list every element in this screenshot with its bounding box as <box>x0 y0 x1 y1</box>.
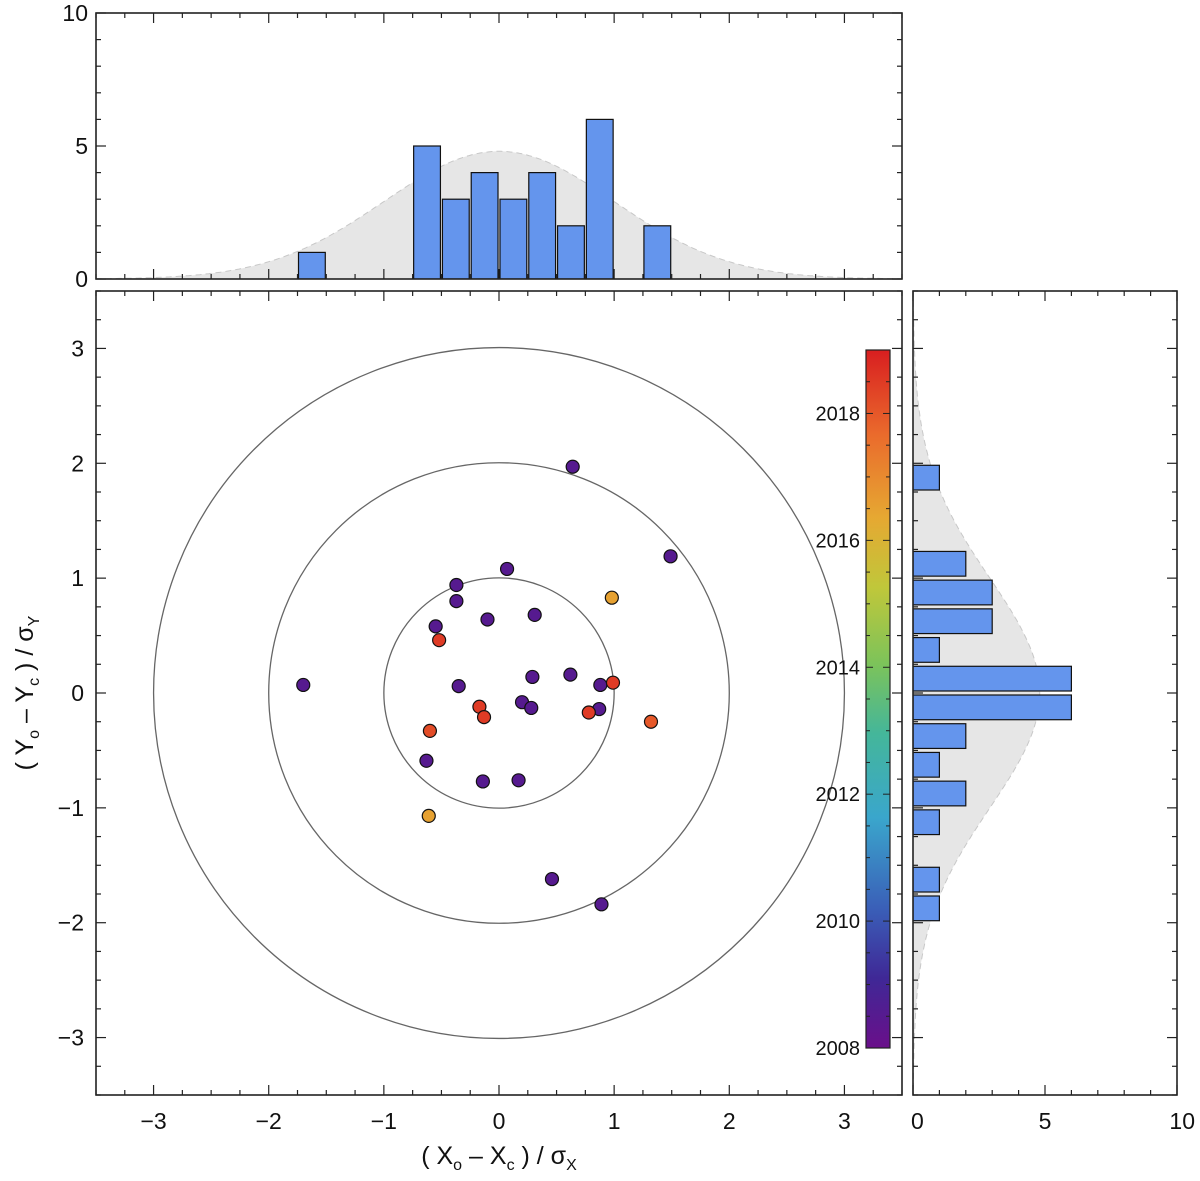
scatter-point <box>663 549 678 564</box>
scatter-point <box>544 871 560 887</box>
y-tick-label: 3 <box>71 335 84 361</box>
top-gaussian-curve <box>96 150 902 279</box>
top-y-tick-label: 10 <box>62 0 88 26</box>
scatter-point <box>565 459 580 474</box>
scatter-point <box>643 714 659 729</box>
scatter-point <box>563 667 578 682</box>
top-y-tick-label: 0 <box>75 266 88 292</box>
x-tick-label: 2 <box>723 1108 736 1134</box>
scatter-point <box>480 612 495 627</box>
colorbar-tick-label: 2016 <box>816 530 861 552</box>
x-tick-label: 1 <box>608 1108 621 1134</box>
right-histogram-bar <box>913 579 993 606</box>
right-histogram-bar <box>913 665 1072 692</box>
y-tick-label: −2 <box>58 910 84 936</box>
scatter-point <box>422 723 438 739</box>
sigma-circle-2 <box>268 462 730 924</box>
x-tick-label: 3 <box>838 1108 851 1134</box>
scatter-point <box>605 675 621 690</box>
scatter-point <box>511 773 526 788</box>
scatter-point <box>451 679 466 694</box>
y-tick-label: 1 <box>71 565 84 591</box>
x-axis-title: ( Xo – Xc ) / σX <box>421 1142 577 1174</box>
scatter-point <box>499 561 515 577</box>
top-histogram-bar <box>441 198 470 279</box>
y-axis-title: ( Yo – Yc ) / σY <box>11 615 43 770</box>
scatter-point <box>593 677 608 693</box>
top-histogram-bar <box>585 118 614 279</box>
right-histogram-bar <box>913 751 940 778</box>
main-scatter-panel: −3 −2 −1 0 1 2 3 −3 −2 −1 0 1 2 3 <box>58 290 903 1134</box>
right-histogram-bars <box>913 464 1072 922</box>
right-histogram-frame <box>912 290 1178 1096</box>
colorbar-ticks: 2008 2010 2012 2014 2016 2018 <box>816 349 890 1060</box>
scatter-point <box>419 753 434 768</box>
x-tick-label: −3 <box>140 1108 166 1134</box>
sigma-circles <box>152 346 846 1040</box>
scatter-point <box>604 590 619 605</box>
top-y-tick-label: 5 <box>75 133 88 159</box>
sigma-circle-3 <box>152 346 846 1040</box>
scatter-point <box>428 619 443 634</box>
main-ticks: −3 −2 −1 0 1 2 3 −3 −2 −1 0 1 2 3 <box>58 290 903 1134</box>
colorbar-tick-label: 2012 <box>816 784 861 806</box>
scatter-point <box>449 594 464 609</box>
scatter-point <box>581 705 596 720</box>
x-tick-label: 0 <box>493 1108 506 1134</box>
main-frame <box>95 290 903 1096</box>
x-tick-label: −1 <box>371 1108 397 1134</box>
right-gaussian-curve <box>913 291 1041 1095</box>
scatter-points <box>296 459 678 912</box>
right-histogram-bar <box>913 636 940 663</box>
colorbar-tick-label: 2014 <box>816 657 861 679</box>
colorbar-tick-label: 2010 <box>816 911 861 933</box>
right-histogram-bar <box>913 723 967 750</box>
right-histogram-bar <box>913 464 940 491</box>
y-tick-label: 0 <box>71 680 84 706</box>
top-histogram-bar <box>556 225 585 279</box>
right-histogram-bar <box>913 866 940 893</box>
colorbar-tick-label: 2008 <box>816 1038 861 1060</box>
right-histogram-bar <box>913 608 993 635</box>
right-histogram-bar <box>913 895 940 922</box>
scatter-point <box>296 677 311 693</box>
right-histogram-bar <box>913 780 967 807</box>
scatter-point <box>432 633 447 648</box>
x-tick-label: −2 <box>256 1108 282 1134</box>
right-histogram-bar <box>913 550 967 577</box>
scatter-point <box>524 700 539 716</box>
top-histogram-frame <box>95 12 903 280</box>
top-histogram-bar <box>413 145 442 279</box>
top-histogram-bar <box>643 225 672 279</box>
top-histogram-bar <box>297 251 326 279</box>
scatter-point <box>476 710 492 725</box>
scatter-point <box>594 897 609 912</box>
right-x-tick-label: 5 <box>1039 1108 1052 1134</box>
sigma-circle-1 <box>383 577 615 809</box>
colorbar-tick-label: 2018 <box>816 403 861 425</box>
scatter-point <box>527 607 542 622</box>
top-histogram-bars <box>297 118 672 279</box>
scatter-point <box>421 808 436 823</box>
y-tick-label: −3 <box>58 1025 84 1051</box>
scatter-point <box>525 669 540 685</box>
scatter-point <box>475 774 490 789</box>
top-histogram-bar <box>499 198 528 279</box>
right-histogram-panel: 0 5 10 <box>911 290 1195 1134</box>
colorbar: 2008 2010 2012 2014 2016 2018 <box>816 349 891 1060</box>
y-tick-label: 2 <box>71 450 84 476</box>
scatter-point <box>449 577 464 593</box>
top-histogram-bar <box>470 172 499 279</box>
right-x-tick-label: 0 <box>911 1108 924 1134</box>
right-histogram-bar <box>913 809 940 836</box>
right-x-tick-label: 10 <box>1169 1108 1195 1134</box>
top-histogram-panel: 0 5 10 <box>62 0 903 292</box>
right-histogram-bar <box>913 694 1072 721</box>
y-tick-label: −1 <box>58 795 84 821</box>
top-histogram-bar <box>528 172 557 279</box>
